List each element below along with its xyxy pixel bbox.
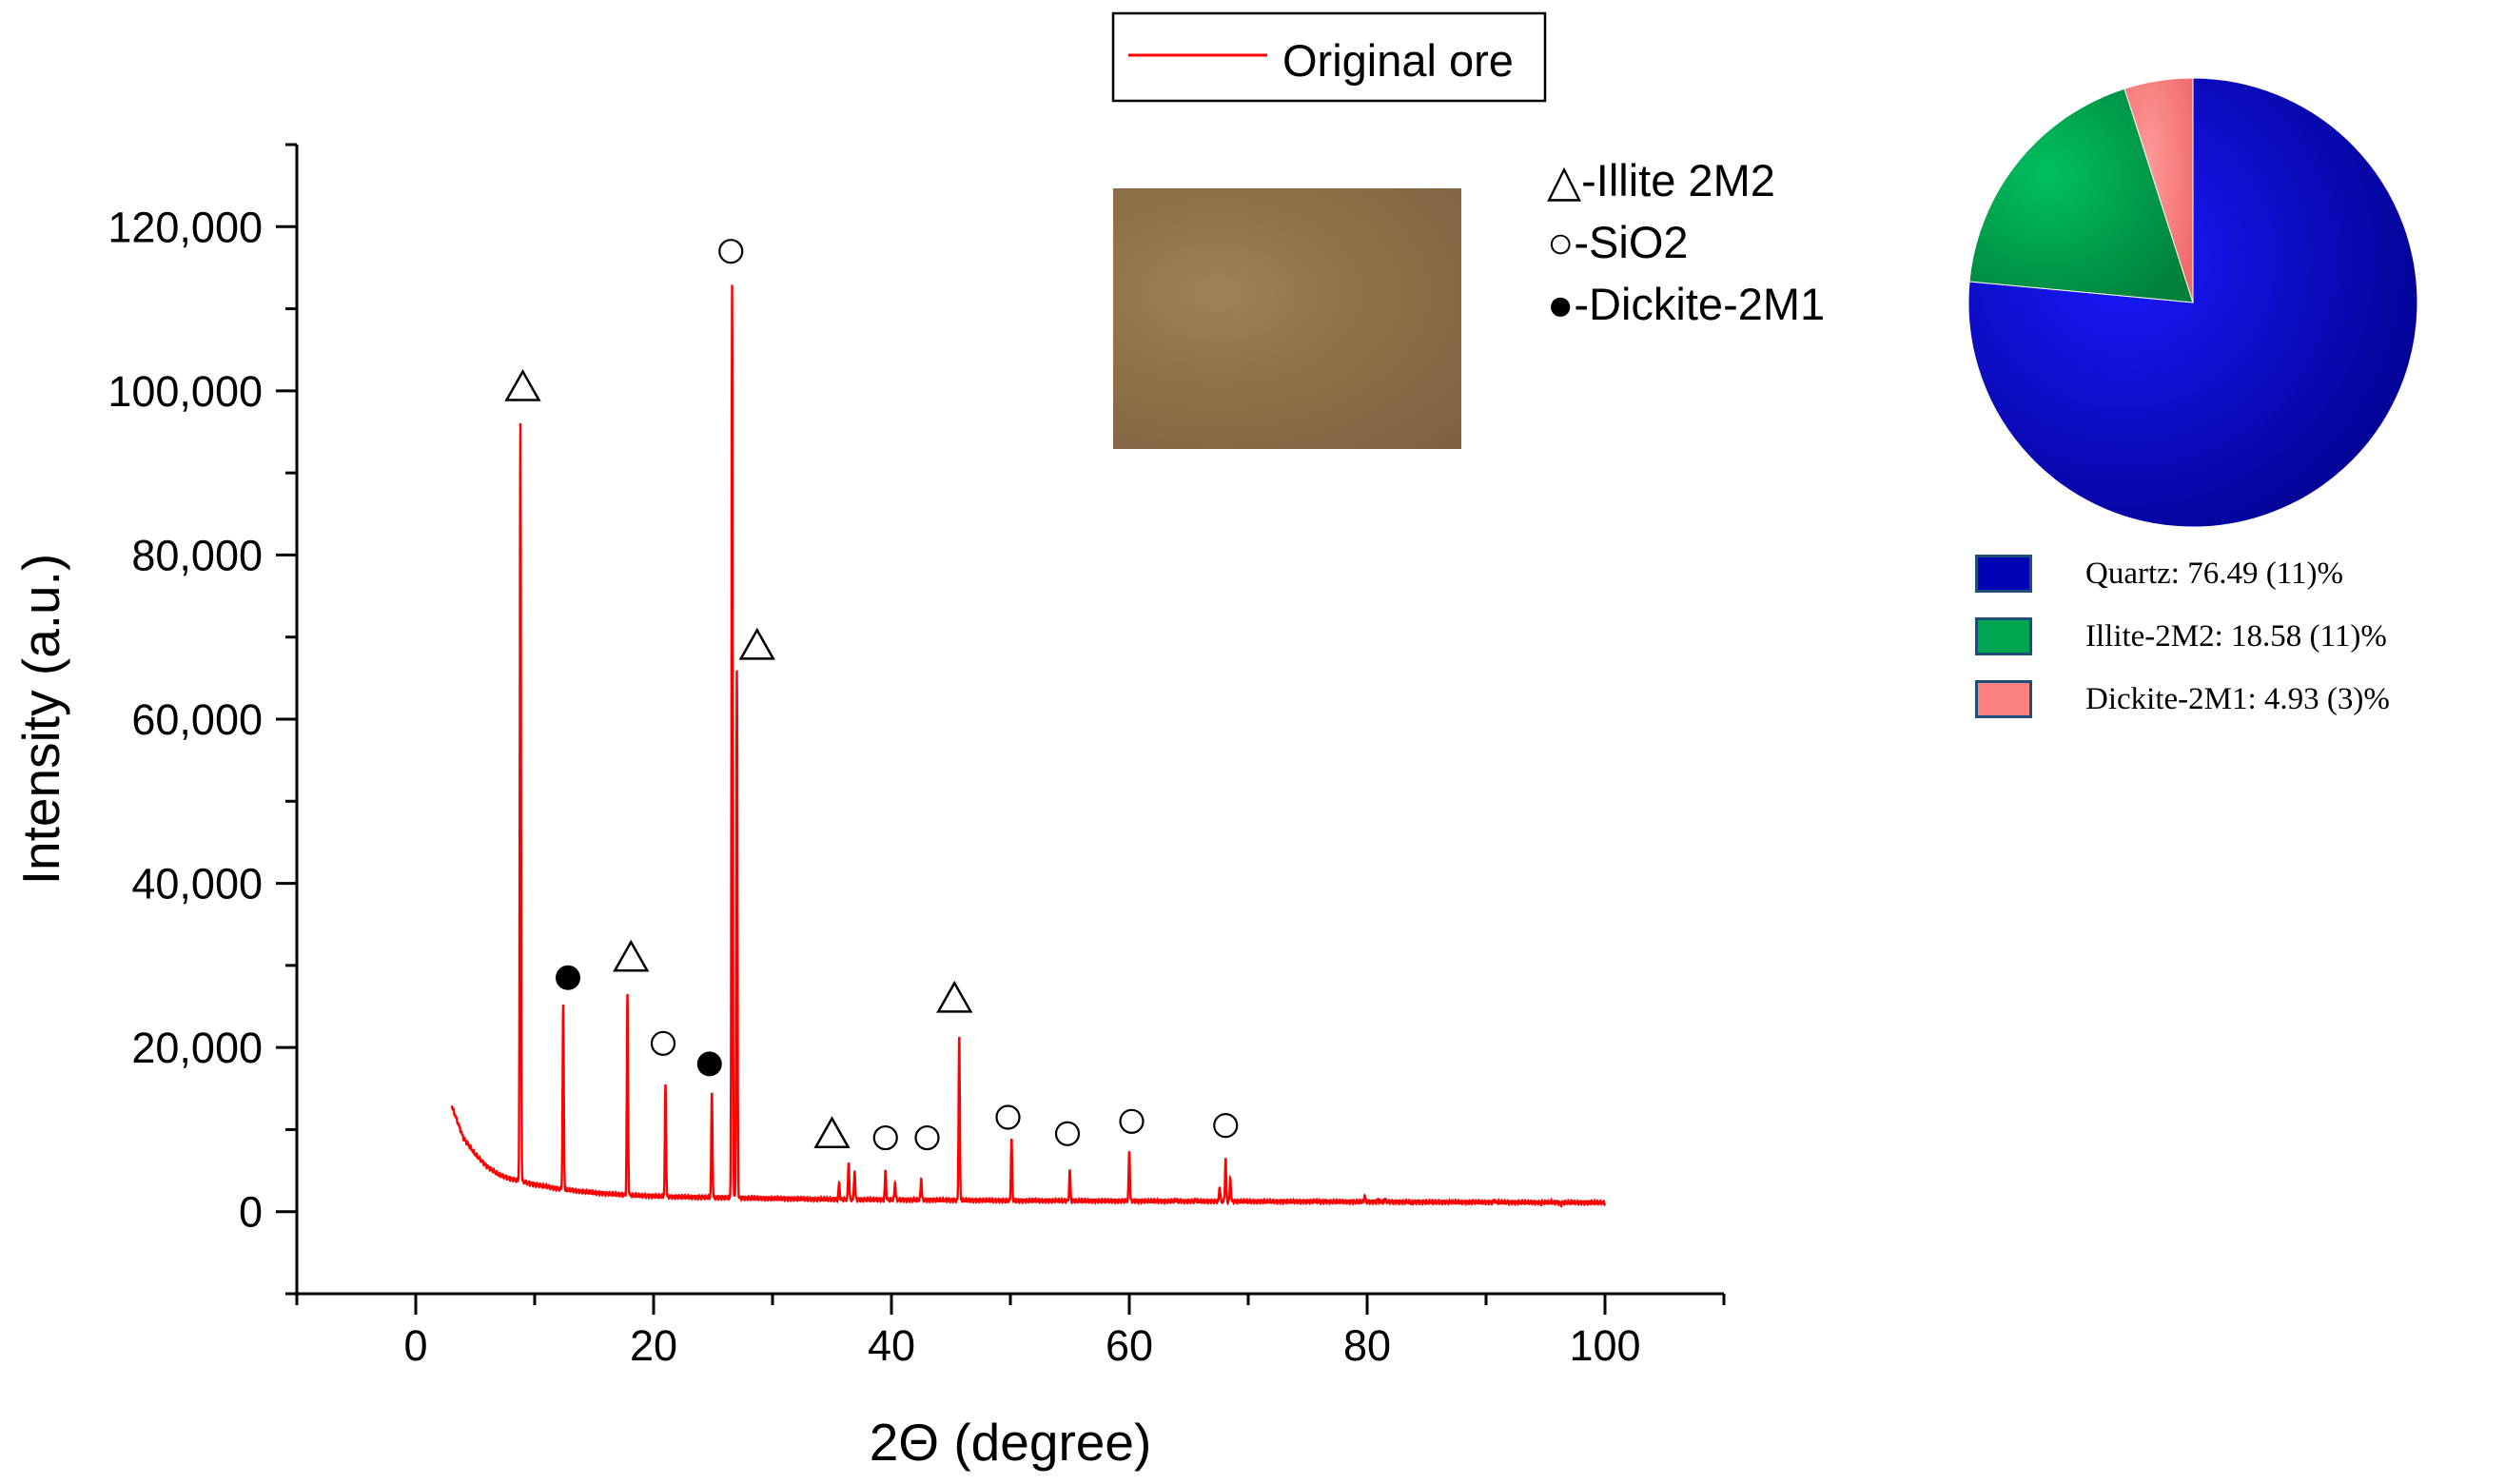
x-axis-title: 2Θ (degree) <box>870 1413 1152 1472</box>
legend-box <box>1111 11 1547 103</box>
y-tick-label: 0 <box>239 1188 263 1237</box>
x-tick-label: 80 <box>1343 1321 1391 1370</box>
x-tick-label: 60 <box>1106 1321 1153 1370</box>
pie-legend-swatch <box>1975 555 2032 593</box>
y-tick-label: 120,000 <box>108 203 263 251</box>
y-tick-label: 80,000 <box>131 531 263 579</box>
sio2-marker <box>872 1124 898 1151</box>
xrd-phase-annotations: △-Illite 2M2 ○-SiO2 ●-Dickite-2M1 <box>1547 155 1825 329</box>
x-tick-label: 20 <box>630 1321 677 1370</box>
xrd-axes: 0 20 40 60 80 100 0 20,000 40,000 60,000 80,000 100… <box>11 143 1726 1472</box>
pie-legend-label: Illite-2M2: 18.58 (11)% <box>2085 618 2387 654</box>
legend-label: Original ore <box>1282 35 1514 86</box>
y-axis-title: Intensity (a.u.) <box>11 554 70 885</box>
illite-marker <box>504 369 541 401</box>
x-tick-label: 100 <box>1569 1321 1640 1370</box>
sio2-marker <box>914 1124 940 1151</box>
xrd-series-original-ore <box>450 284 1607 1208</box>
pie-legend-swatch <box>1975 617 2032 655</box>
pie-slices <box>1967 77 2418 528</box>
dickite-marker <box>696 1051 722 1077</box>
phase-annotation: ●-Dickite-2M1 <box>1547 279 1825 329</box>
phase-annotation: △-Illite 2M2 <box>1547 155 1775 205</box>
ore-sample-photo <box>1113 188 1461 449</box>
pie-slice <box>1968 88 2194 303</box>
illite-marker <box>936 980 973 1013</box>
xrd-line-layer <box>450 284 1607 1208</box>
illite-marker <box>613 939 650 972</box>
x-tick-label: 40 <box>868 1321 915 1370</box>
pie-slice <box>2123 77 2194 303</box>
y-tick-label: 60,000 <box>131 695 263 744</box>
pie-legend-label: Quartz: 76.49 (11)% <box>2085 556 2343 591</box>
pie-legend-label: Dickite-2M1: 4.93 (3)% <box>2085 681 2390 716</box>
pie-legend-item: Dickite-2M1: 4.93 (3)% <box>1975 668 2489 731</box>
pie-legend-item: Illite-2M2: 18.58 (11)% <box>1975 605 2489 668</box>
x-tick-label: 0 <box>403 1321 427 1370</box>
dickite-marker <box>556 965 580 990</box>
sio2-marker <box>718 239 744 264</box>
y-tick-label: 100,000 <box>108 367 263 416</box>
pie-legend: Quartz: 76.49 (11)% Illite-2M2: 18.58 (1… <box>1975 542 2489 731</box>
sio2-marker <box>995 1104 1021 1130</box>
sio2-marker <box>1054 1121 1081 1146</box>
chart-legend: Original ore <box>1111 11 1547 103</box>
sio2-marker <box>1119 1108 1145 1134</box>
pie-legend-item: Quartz: 76.49 (11)% <box>1975 542 2489 605</box>
illite-marker <box>738 627 775 660</box>
phase-annotation: ○-SiO2 <box>1547 217 1689 267</box>
sio2-marker <box>1213 1113 1239 1139</box>
pie-legend-swatch <box>1975 680 2032 718</box>
y-tick-label: 40,000 <box>131 860 263 908</box>
y-tick-label: 20,000 <box>131 1024 263 1072</box>
xrd-marker-layer <box>504 239 1239 1151</box>
sio2-marker <box>650 1030 676 1056</box>
illite-marker <box>813 1116 851 1148</box>
